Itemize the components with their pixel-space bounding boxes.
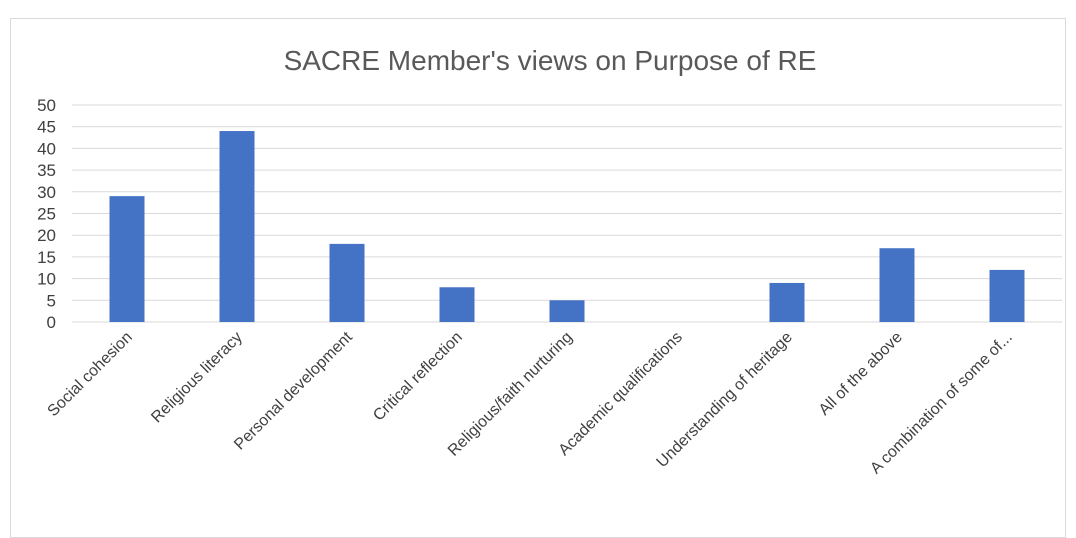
y-tick-label: 20 xyxy=(37,226,56,245)
x-category-label: Personal development xyxy=(231,328,356,453)
x-category-label: Critical reflection xyxy=(370,329,466,425)
x-category-label: All of the above xyxy=(816,329,906,419)
y-tick-label: 0 xyxy=(47,313,56,332)
x-category-label: Religious literacy xyxy=(148,329,246,427)
bar xyxy=(549,300,585,322)
bar xyxy=(769,282,805,322)
x-axis-category-labels: Social cohesion Religious literacyPersona… xyxy=(45,328,1016,477)
x-category-label: Social cohesion xyxy=(45,329,136,420)
x-category-label: Academic qualifications xyxy=(556,329,686,459)
y-tick-label: 35 xyxy=(37,161,56,180)
y-tick-label: 50 xyxy=(37,96,56,115)
x-category-label: Religious/faith nurturing xyxy=(445,329,576,460)
y-tick-label: 30 xyxy=(37,183,56,202)
y-tick-label: 25 xyxy=(37,205,56,224)
bar-chart: SACRE Member's views on Purpose of RE 0 5… xyxy=(37,45,1062,477)
bar xyxy=(989,269,1025,322)
y-tick-label: 10 xyxy=(37,270,56,289)
bar xyxy=(219,131,255,322)
y-tick-label: 5 xyxy=(47,291,56,310)
bar xyxy=(439,287,475,322)
bar xyxy=(879,248,915,322)
y-tick-label: 45 xyxy=(37,118,56,137)
chart-title: SACRE Member's views on Purpose of RE xyxy=(284,45,817,76)
y-tick-label: 15 xyxy=(37,248,56,267)
bar xyxy=(329,243,365,322)
bar xyxy=(109,196,145,322)
y-axis-ticks: 0 5 10 15 20 25 30 35 40 45 50 xyxy=(37,96,56,332)
bars xyxy=(109,131,1025,322)
y-tick-label: 40 xyxy=(37,139,56,158)
